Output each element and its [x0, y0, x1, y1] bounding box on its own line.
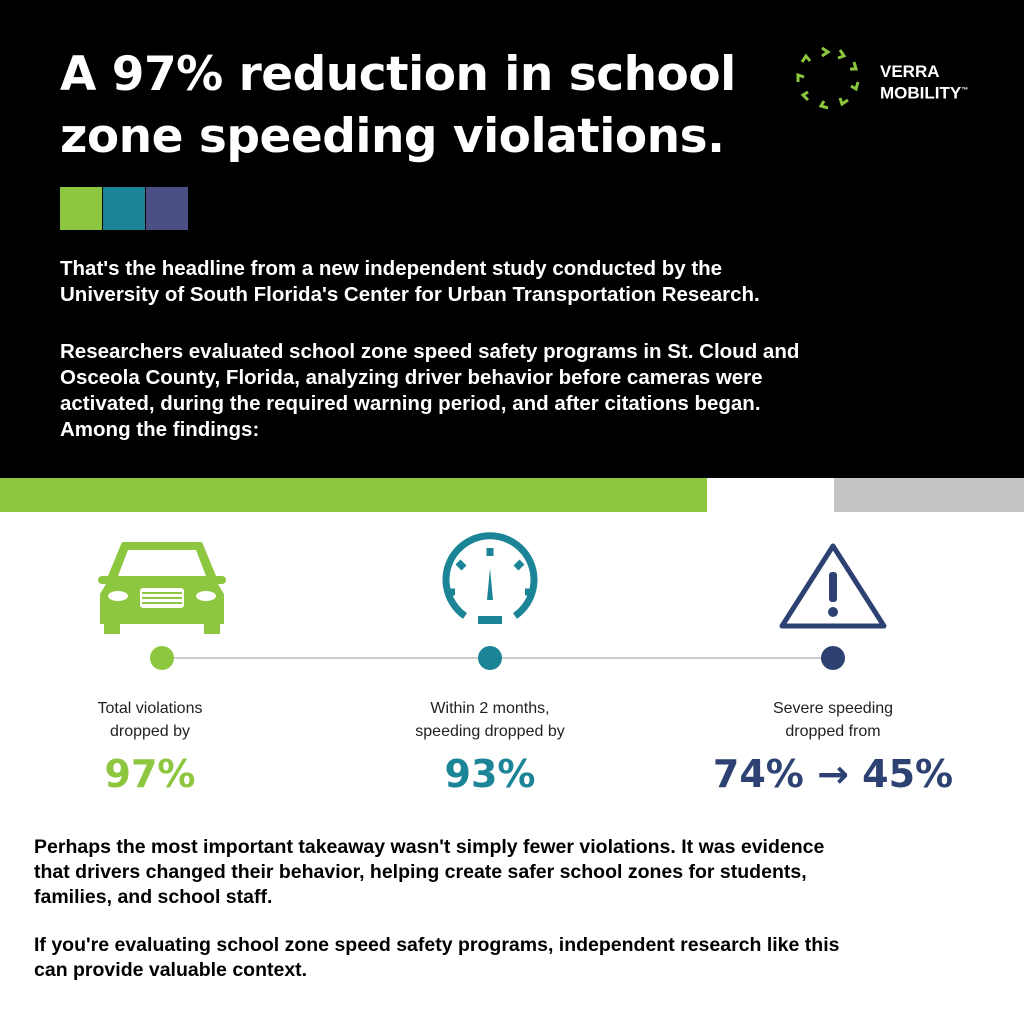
text-line: dropped by — [109, 723, 191, 740]
intro-paragraph: Researchers evaluated school zone speed … — [60, 339, 799, 443]
icons — [98, 532, 887, 670]
stat-value: 93% — [444, 752, 536, 796]
text-line: That's the headline from a new independe… — [60, 257, 723, 280]
accent-bar — [0, 478, 707, 512]
text-line: families, and school staff. — [34, 886, 273, 908]
text-line: If you're evaluating school zone speed s… — [34, 934, 840, 956]
text-line: Total violations — [97, 700, 203, 717]
closing-paragraph: If you're evaluating school zone speed s… — [34, 933, 839, 983]
trademark: ™ — [961, 87, 969, 94]
stat-caption: Severe speeding dropped from — [703, 697, 963, 743]
text-line: speeding dropped by — [415, 723, 565, 740]
text-line: Researchers evaluated school zone speed … — [60, 340, 800, 363]
logo-text: VERRA MOBILITY™ — [880, 62, 968, 103]
stat-caption: Total violations dropped by — [20, 697, 280, 743]
text-line: Among the findings: — [60, 418, 260, 441]
speedometer-base — [478, 616, 502, 624]
timeline-dot — [478, 646, 502, 670]
stat-value: 97% — [104, 752, 196, 796]
timeline-dot — [821, 646, 845, 670]
headline-line: zone speeding violations. — [60, 109, 725, 164]
header-panel — [0, 0, 1024, 478]
needle — [487, 568, 493, 600]
car-icon — [98, 542, 226, 634]
closing-paragraph: Perhaps the most important takeaway wasn… — [34, 835, 824, 910]
stat-value: 74% → 45% — [712, 752, 954, 796]
intro-paragraph: That's the headline from a new independe… — [60, 256, 760, 308]
text-line: Perhaps the most important takeaway wasn… — [34, 836, 825, 858]
text-line: dropped from — [785, 723, 881, 740]
logo-word: VERRA — [880, 62, 940, 81]
stat-caption: Within 2 months, speeding dropped by — [360, 697, 620, 743]
color-swatch — [60, 187, 102, 230]
headline: A 97% reduction in school zone speeding … — [60, 44, 736, 168]
headline-line: A 97% reduction in school — [60, 47, 736, 102]
color-swatch — [103, 187, 145, 230]
color-swatch — [146, 187, 188, 230]
text-line: can provide valuable context. — [34, 959, 308, 981]
timeline-dot — [150, 646, 174, 670]
text-line: Osceola County, Florida, analyzing drive… — [60, 366, 763, 389]
text-line: activated, during the required warning p… — [60, 392, 761, 415]
logo-mark — [796, 46, 860, 110]
logo-word: MOBILITY — [880, 83, 962, 103]
logo-word: MOBILITY™ — [880, 81, 968, 103]
text-line: Severe speeding — [772, 700, 894, 717]
text-line: that drivers changed their behavior, hel… — [34, 861, 807, 883]
warning-mark — [829, 572, 837, 602]
speedometer-icon — [442, 532, 538, 619]
text-line: University of South Florida's Center for… — [60, 283, 760, 306]
warning-dot — [828, 607, 838, 617]
accent-bar — [834, 478, 1024, 512]
warning-icon — [779, 543, 887, 629]
text-line: Within 2 months, — [430, 700, 550, 717]
